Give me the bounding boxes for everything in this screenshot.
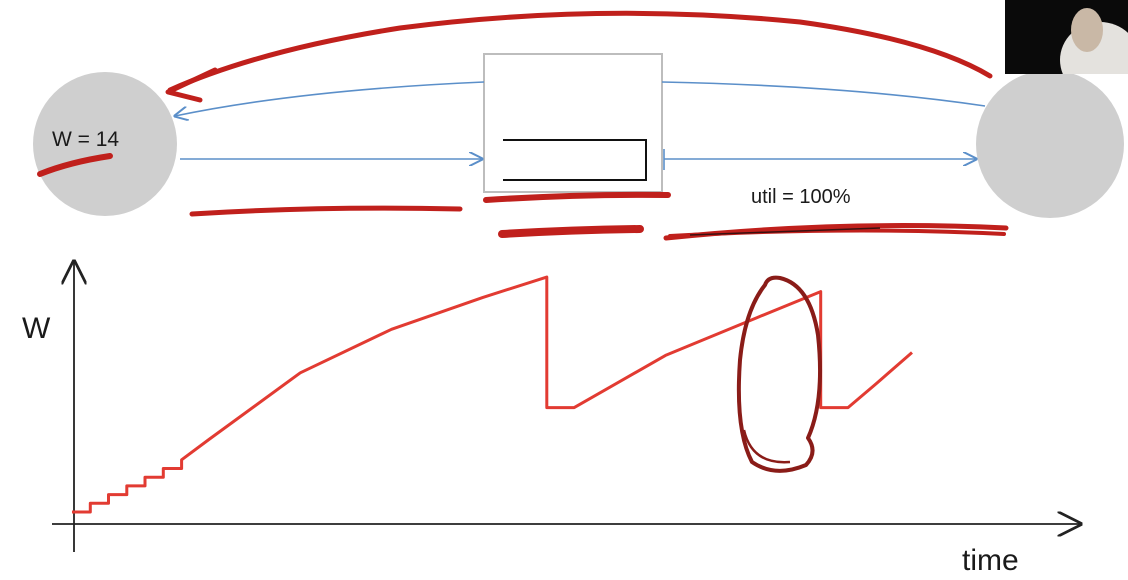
ink-underline-link: [189, 205, 463, 217]
y-axis-label: W: [22, 312, 51, 345]
ink-arrowhead: [165, 67, 218, 103]
sender-node: [33, 72, 177, 216]
router-box: [483, 53, 663, 193]
series-line-window: [72, 275, 913, 514]
ink-underline-w: [37, 153, 113, 177]
ink-circle-drop-inner: [742, 429, 791, 464]
sender-window-label: W = 14: [52, 128, 120, 151]
ink-underline-router-1: [483, 191, 671, 203]
ink-underline-router-2: [498, 225, 644, 238]
x-axis-label: time: [962, 544, 1019, 577]
ink-arc-feedback: [167, 10, 993, 93]
ink-dark-stroke: [689, 227, 881, 236]
return-link-left: [175, 81, 485, 116]
link-utilization-label: util = 100%: [751, 186, 851, 208]
presenter-webcam: [1005, 0, 1128, 74]
presenter-silhouette: [1060, 8, 1128, 74]
return-link-right: [661, 81, 986, 107]
queue-buffer: [503, 139, 647, 181]
receiver-node: [976, 70, 1124, 218]
ink-circle-drop: [736, 275, 823, 473]
